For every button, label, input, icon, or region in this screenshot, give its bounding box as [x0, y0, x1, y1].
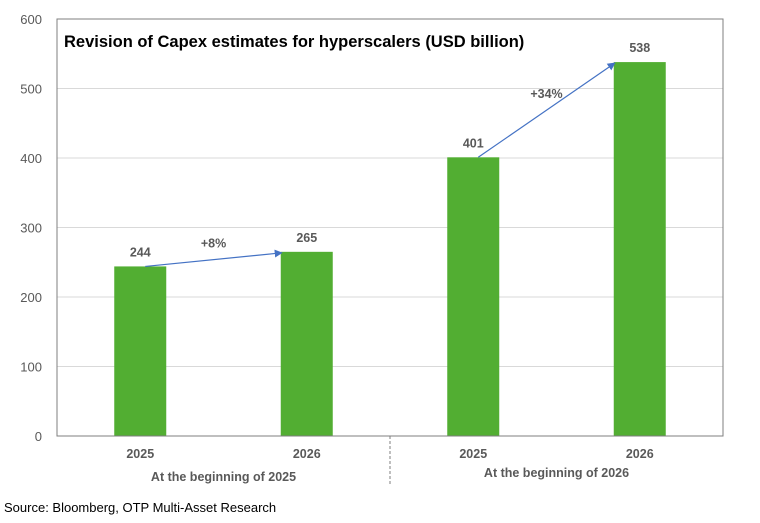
- data-label: 244: [130, 245, 151, 259]
- y-tick-label: 100: [20, 360, 42, 375]
- bar: [280, 251, 333, 436]
- y-tick-label: 200: [20, 290, 42, 305]
- group-label: At the beginning of 2025: [151, 470, 296, 484]
- group-label: At the beginning of 2026: [484, 466, 629, 480]
- change-arrow: [145, 249, 283, 268]
- bar: [613, 62, 666, 437]
- bar: [447, 157, 500, 436]
- x-tick-label: 2026: [293, 447, 321, 461]
- bar: [114, 266, 167, 436]
- source-note: Source: Bloomberg, OTP Multi-Asset Resea…: [4, 500, 276, 515]
- chart-title: Revision of Capex estimates for hypersca…: [64, 33, 524, 51]
- y-tick-label: 500: [20, 82, 42, 97]
- y-tick-label: 400: [20, 151, 42, 166]
- y-tick-label: 600: [20, 12, 42, 27]
- change-arrow: [477, 62, 616, 158]
- x-tick-label: 2025: [459, 447, 487, 461]
- y-tick-label: 0: [35, 429, 42, 444]
- data-label: 265: [296, 231, 317, 245]
- y-tick-label: 300: [20, 221, 42, 236]
- x-tick-label: 2025: [126, 447, 154, 461]
- data-label: 538: [629, 41, 650, 55]
- x-tick-label: 2026: [626, 447, 654, 461]
- change-label: +34%: [530, 87, 562, 101]
- data-label: 401: [463, 136, 484, 150]
- change-label: +8%: [201, 237, 226, 251]
